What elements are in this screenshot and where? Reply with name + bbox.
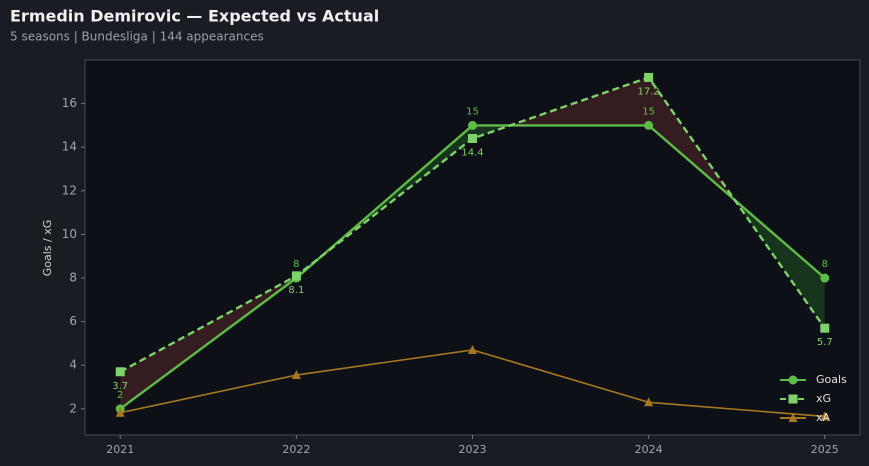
chart-subtitle: 5 seasons | Bundesliga | 144 appearances (10, 30, 264, 44)
y-tick-label: 2 (69, 401, 77, 415)
legend-marker (788, 375, 798, 385)
data-label: 8 (293, 259, 299, 270)
y-tick-label: 12 (62, 183, 77, 197)
point (468, 120, 477, 130)
legend-marker (788, 394, 798, 404)
y-tick-label: 8 (69, 271, 77, 285)
chart-title: Ermedin Demirovic — Expected vs Actual (10, 7, 379, 26)
data-label: 17.2 (638, 86, 660, 97)
legend-label: xA (816, 411, 831, 424)
x-tick-label: 2024 (635, 443, 663, 456)
y-tick-label: 6 (69, 314, 77, 328)
data-label: 8 (822, 259, 828, 270)
data-label: 14.4 (461, 147, 483, 158)
point (291, 271, 301, 281)
y-tick-label: 16 (62, 96, 77, 110)
data-label: 8.1 (288, 285, 304, 296)
data-label: 15 (642, 106, 655, 117)
y-tick-label: 14 (62, 140, 77, 154)
x-tick-label: 2022 (282, 443, 310, 456)
y-tick-label: 4 (69, 358, 77, 372)
x-tick-label: 2025 (811, 443, 839, 456)
point (820, 323, 830, 333)
point (644, 397, 654, 407)
legend-label: Goals (816, 373, 847, 386)
data-label: 2 (117, 390, 123, 401)
data-label: 15 (466, 106, 479, 117)
point (115, 367, 125, 377)
point (115, 407, 125, 417)
data-label: 5.7 (817, 337, 833, 348)
point (468, 344, 477, 354)
legend-label: xG (816, 392, 831, 405)
point (644, 72, 654, 82)
point (644, 120, 654, 130)
legend-marker (788, 413, 798, 422)
point (468, 133, 477, 143)
y-tick-label: 10 (62, 227, 77, 241)
y-axis-label: Goals / xG (41, 220, 54, 277)
point (291, 370, 301, 380)
x-tick-label: 2021 (106, 443, 134, 456)
data-label: 3.7 (112, 381, 128, 392)
point (820, 411, 830, 421)
point (820, 273, 830, 283)
x-tick-label: 2023 (459, 443, 487, 456)
